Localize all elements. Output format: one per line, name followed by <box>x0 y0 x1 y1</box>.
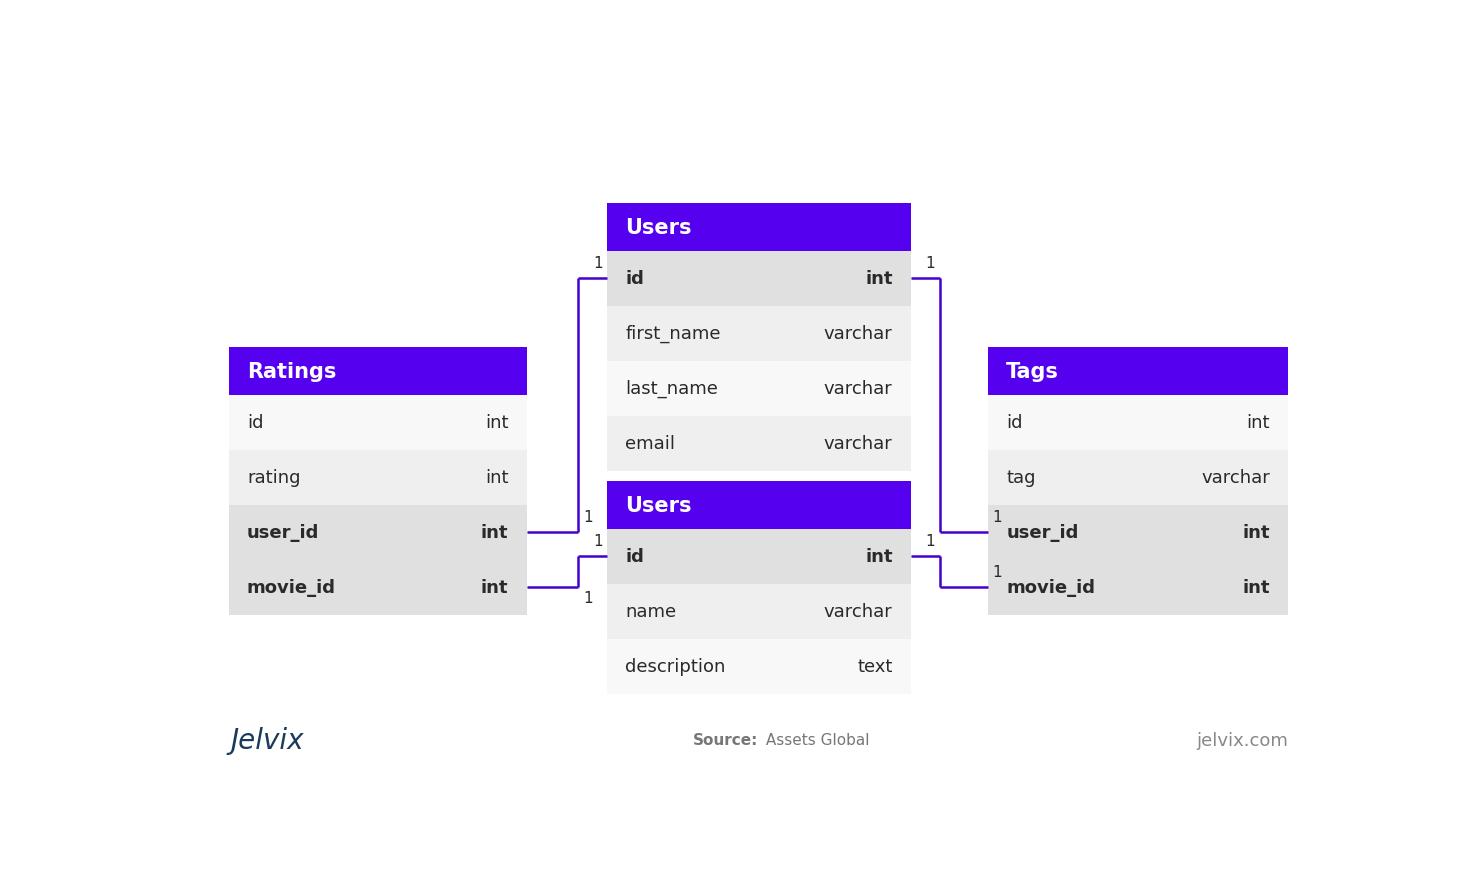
Text: 1: 1 <box>583 509 592 525</box>
Text: jelvix.com: jelvix.com <box>1196 731 1289 749</box>
Text: id: id <box>247 414 263 432</box>
Text: 1: 1 <box>583 590 592 605</box>
Text: int: int <box>481 523 509 541</box>
Text: id: id <box>626 270 644 288</box>
Text: first_name: first_name <box>626 325 721 343</box>
Text: 1: 1 <box>993 509 1002 525</box>
Text: int: int <box>485 468 509 487</box>
Text: 1: 1 <box>993 564 1002 580</box>
FancyBboxPatch shape <box>607 307 912 362</box>
Text: int: int <box>866 547 892 566</box>
Text: Users: Users <box>626 217 693 237</box>
FancyBboxPatch shape <box>989 505 1289 560</box>
Text: varchar: varchar <box>1202 468 1270 487</box>
FancyBboxPatch shape <box>989 348 1289 395</box>
Text: name: name <box>626 602 676 620</box>
Text: varchar: varchar <box>824 380 892 398</box>
Text: varchar: varchar <box>824 434 892 453</box>
FancyBboxPatch shape <box>607 362 912 416</box>
Text: Users: Users <box>626 495 693 515</box>
Text: varchar: varchar <box>824 602 892 620</box>
Text: rating: rating <box>247 468 300 487</box>
Text: id: id <box>1006 414 1023 432</box>
FancyBboxPatch shape <box>607 481 912 529</box>
Text: email: email <box>626 434 675 453</box>
FancyBboxPatch shape <box>607 203 912 251</box>
Text: id: id <box>626 547 644 566</box>
Text: movie_id: movie_id <box>247 579 336 596</box>
Text: last_name: last_name <box>626 380 718 398</box>
FancyBboxPatch shape <box>607 584 912 639</box>
Text: int: int <box>481 579 509 596</box>
FancyBboxPatch shape <box>989 560 1289 615</box>
FancyBboxPatch shape <box>228 395 527 450</box>
Text: Assets Global: Assets Global <box>761 733 869 747</box>
Text: description: description <box>626 657 725 675</box>
Text: 1: 1 <box>925 255 935 271</box>
FancyBboxPatch shape <box>607 639 912 693</box>
Text: 1: 1 <box>925 534 935 548</box>
Text: Ratings: Ratings <box>247 362 336 381</box>
FancyBboxPatch shape <box>989 450 1289 505</box>
Text: text: text <box>857 657 892 675</box>
FancyBboxPatch shape <box>228 560 527 615</box>
Text: tag: tag <box>1006 468 1036 487</box>
Text: Source:: Source: <box>693 733 759 747</box>
Text: Tags: Tags <box>1006 362 1060 381</box>
Text: int: int <box>866 270 892 288</box>
FancyBboxPatch shape <box>607 529 912 584</box>
FancyBboxPatch shape <box>989 395 1289 450</box>
FancyBboxPatch shape <box>607 416 912 471</box>
FancyBboxPatch shape <box>228 505 527 560</box>
FancyBboxPatch shape <box>607 251 912 307</box>
Text: user_id: user_id <box>1006 523 1079 541</box>
Text: 1: 1 <box>593 534 602 548</box>
Text: Jelvix: Jelvix <box>231 726 305 754</box>
Text: user_id: user_id <box>247 523 320 541</box>
FancyBboxPatch shape <box>228 450 527 505</box>
Text: movie_id: movie_id <box>1006 579 1095 596</box>
Text: int: int <box>1246 414 1270 432</box>
Text: 1: 1 <box>593 255 602 271</box>
Text: varchar: varchar <box>824 325 892 342</box>
Text: int: int <box>1243 579 1270 596</box>
FancyBboxPatch shape <box>228 348 527 395</box>
Text: int: int <box>1243 523 1270 541</box>
Text: int: int <box>485 414 509 432</box>
